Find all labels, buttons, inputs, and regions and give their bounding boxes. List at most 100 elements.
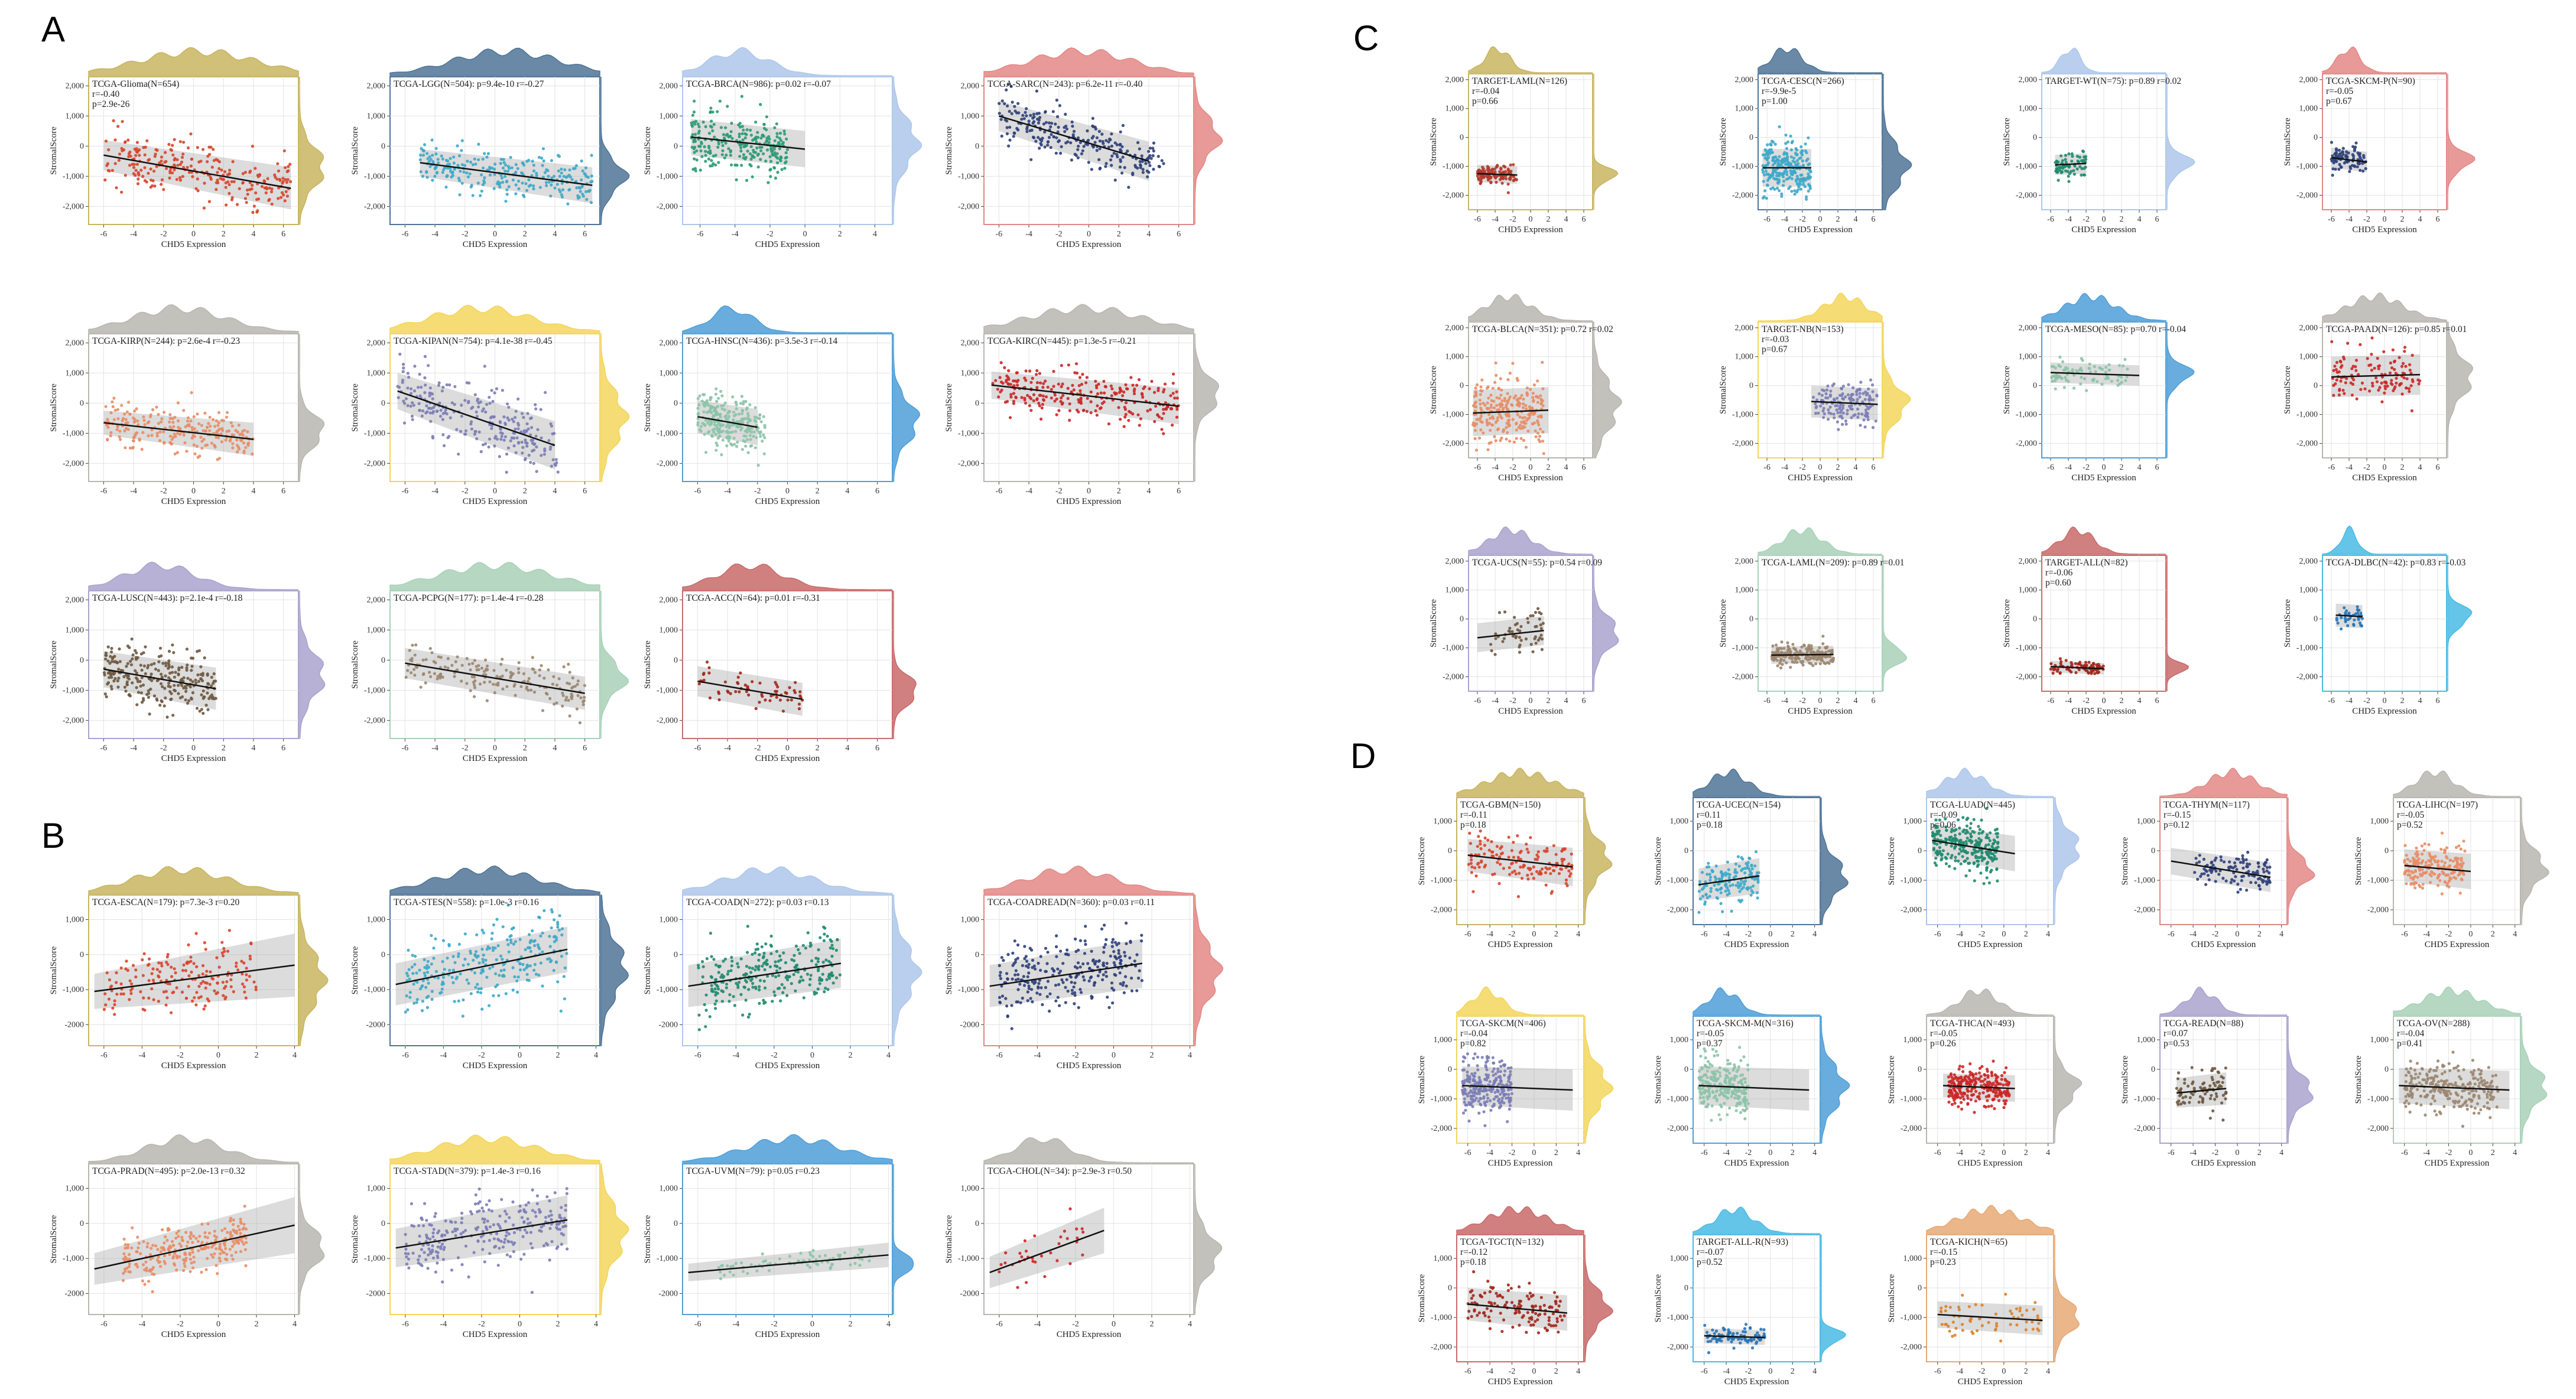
data-point <box>727 439 730 443</box>
data-point <box>228 439 232 443</box>
data-point <box>485 402 489 406</box>
data-point <box>1035 398 1039 402</box>
data-point <box>265 186 268 190</box>
data-point <box>178 176 182 180</box>
data-point <box>482 1209 485 1213</box>
data-point <box>169 442 173 445</box>
data-point <box>817 969 820 972</box>
data-point <box>229 985 233 988</box>
y-tick-label: 0 <box>1460 134 1464 142</box>
data-point <box>753 951 757 955</box>
data-point <box>181 152 185 156</box>
data-point <box>423 391 427 395</box>
data-point <box>141 1279 144 1283</box>
data-point <box>814 956 818 960</box>
data-point <box>1102 973 1105 977</box>
data-point <box>1118 386 1122 390</box>
data-point <box>735 403 738 406</box>
data-point <box>1016 977 1020 981</box>
data-point <box>759 136 763 140</box>
data-point <box>413 674 417 677</box>
data-point <box>475 955 479 959</box>
data-point <box>199 665 203 669</box>
data-point <box>723 401 727 405</box>
data-point <box>423 143 427 147</box>
data-point <box>166 953 170 956</box>
data-point <box>711 129 714 132</box>
data-point <box>216 458 219 461</box>
x-tick-label: -6 <box>694 487 701 496</box>
data-point <box>460 1211 464 1215</box>
data-point <box>518 1209 522 1212</box>
data-point <box>1075 1227 1079 1231</box>
data-point <box>1026 975 1029 978</box>
data-point <box>278 178 281 181</box>
data-point <box>746 1015 751 1019</box>
data-point <box>200 424 203 427</box>
data-point <box>1057 125 1060 129</box>
data-point <box>1025 114 1028 118</box>
data-point <box>525 1231 529 1234</box>
data-point <box>1076 136 1080 139</box>
data-point <box>203 1231 207 1235</box>
data-point <box>773 994 777 997</box>
data-point <box>562 975 566 978</box>
data-point <box>1118 165 1122 169</box>
data-point <box>1065 952 1068 956</box>
data-point <box>171 153 175 157</box>
data-point <box>170 965 173 969</box>
data-point <box>1152 141 1155 145</box>
data-point <box>1008 125 1012 129</box>
data-point <box>131 162 134 166</box>
data-point <box>1055 397 1058 401</box>
data-point <box>470 184 473 187</box>
data-point <box>177 673 180 676</box>
data-point <box>1035 381 1040 385</box>
data-point <box>690 145 694 149</box>
data-point <box>498 1247 501 1250</box>
data-point <box>507 1240 511 1244</box>
data-point <box>482 1221 486 1224</box>
data-point <box>1083 978 1086 982</box>
data-point <box>495 675 499 678</box>
y-tick-label: 1,000 <box>660 112 678 121</box>
data-point <box>144 645 147 649</box>
data-point <box>1000 99 1004 103</box>
data-point <box>186 701 190 705</box>
y-tick-label: 0 <box>674 142 678 151</box>
data-point <box>207 999 210 1003</box>
data-point <box>509 938 513 942</box>
x-axis-label: CHD5 Expression <box>463 754 528 763</box>
data-point <box>200 708 203 711</box>
data-point <box>805 1263 810 1267</box>
data-point <box>492 187 496 190</box>
data-point <box>507 1232 511 1236</box>
data-point <box>196 189 200 193</box>
data-point <box>1016 988 1020 991</box>
data-point <box>825 978 829 981</box>
data-point <box>128 693 131 697</box>
data-point <box>467 981 470 985</box>
data-point <box>228 191 231 195</box>
data-point <box>714 409 717 413</box>
data-point <box>514 409 518 413</box>
data-point <box>424 1258 428 1261</box>
data-point <box>404 1247 408 1251</box>
data-point <box>488 395 491 399</box>
data-point <box>142 146 145 149</box>
data-point <box>213 445 217 449</box>
data-point <box>1093 141 1097 144</box>
x-tick-label: 0 <box>785 744 790 753</box>
data-point <box>860 1258 864 1261</box>
data-point <box>538 674 541 678</box>
data-point <box>736 983 740 987</box>
data-point <box>1139 164 1142 167</box>
data-point <box>722 959 725 963</box>
data-point <box>169 698 173 701</box>
data-point <box>124 967 128 971</box>
data-point <box>715 412 719 416</box>
data-point <box>129 659 132 663</box>
data-point <box>1130 989 1133 993</box>
